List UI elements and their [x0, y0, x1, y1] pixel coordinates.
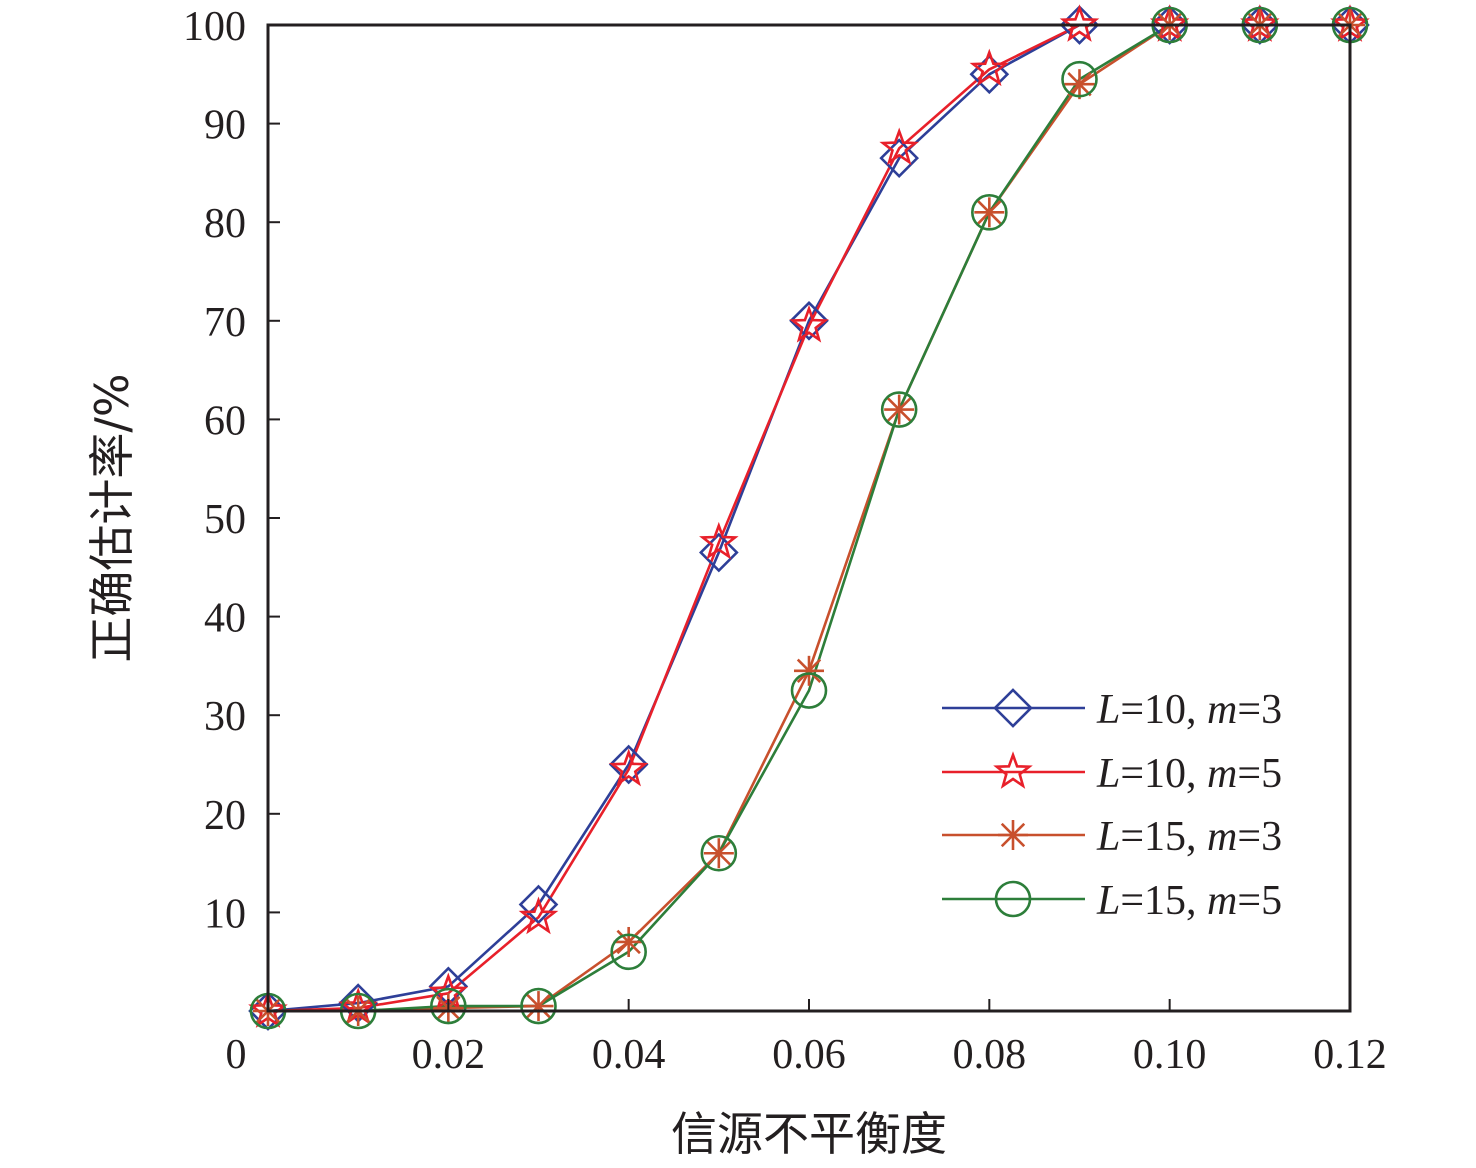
y-tick-label: 30: [204, 694, 246, 740]
y-tick-label: 40: [204, 596, 246, 642]
y-tick-label: 70: [204, 300, 246, 346]
series-line-2: [267, 23, 1350, 1013]
series-1-point: [608, 744, 649, 785]
legend: L=10, m=3 L=10, m=5 L=15, m=3 L=15, m=5: [942, 687, 1282, 924]
legend-label: L=15, m=3: [1096, 814, 1282, 860]
series-line-1: [267, 23, 1350, 1013]
series-2-point: [699, 521, 739, 560]
y-tick-label: 20: [204, 793, 246, 839]
legend-entry-3: L=15, m=3: [942, 814, 1282, 860]
legend-label: L=10, m=3: [1096, 687, 1282, 733]
series-4-point: [1061, 60, 1098, 98]
y-tick-label: 10: [204, 891, 246, 937]
legend-marker: [993, 751, 1033, 789]
series-3-point: [794, 655, 824, 686]
legend-label: L=15, m=5: [1096, 878, 1282, 924]
y-tick-label: 50: [204, 497, 246, 543]
series-2-point: [608, 748, 649, 787]
series-1-point: [789, 300, 829, 341]
series-2-point: [1059, 4, 1100, 42]
y-axis-title: 正确估计率/%: [85, 373, 139, 662]
x-tick-label: 0.08: [953, 1032, 1027, 1078]
legend-marker: [993, 688, 1033, 728]
series-markers: [248, 4, 1370, 1031]
x-axis-title: 信源不平衡度: [671, 1107, 947, 1161]
legend-entry-4: L=15, m=5: [942, 878, 1282, 924]
x-tick-label: 0.06: [772, 1032, 846, 1078]
series-4-point: [880, 391, 918, 428]
series-1-point: [698, 532, 739, 573]
series-3-point: [523, 991, 554, 1022]
series-4-point: [520, 987, 557, 1025]
y-tick-label: 100: [183, 4, 246, 50]
legend-entry-2: L=10, m=5: [942, 751, 1282, 797]
plot-frame: [266, 23, 1352, 1013]
x-tick-label: 0: [226, 1032, 247, 1078]
y-tick-label: 80: [204, 201, 246, 247]
x-tick-label: 0.04: [592, 1032, 666, 1078]
series-2-point: [518, 896, 559, 935]
series-3-point: [1064, 69, 1095, 100]
series-4-point: [700, 834, 738, 872]
legend-marker: [998, 820, 1028, 850]
series-4-point: [790, 672, 828, 709]
series-line-3: [268, 23, 1350, 1013]
x-tick-label: 0.12: [1313, 1032, 1387, 1078]
series-4-point: [430, 987, 467, 1025]
series-1-point: [879, 138, 920, 178]
series-line-4: [268, 23, 1350, 1013]
legend-label: L=10, m=5: [1096, 751, 1282, 797]
x-tick-label: 0.02: [412, 1032, 486, 1078]
legend-marker: [994, 880, 1032, 918]
legend-entry-1: L=10, m=3: [942, 687, 1282, 733]
series-2-point: [879, 127, 919, 166]
series-lines: [267, 23, 1350, 1013]
series-4-point: [971, 194, 1008, 231]
x-tick-label: 0.10: [1133, 1032, 1207, 1078]
series-3-point: [974, 197, 1005, 228]
series-3-point: [703, 838, 734, 869]
series-3-point: [613, 926, 644, 957]
series-2-point: [969, 48, 1010, 87]
y-tick-label: 90: [204, 103, 246, 149]
series-1-point: [518, 884, 559, 925]
y-tick-labels: 10 20 30 40 50 60 70 80 90 100: [183, 4, 246, 937]
y-tick-label: 60: [204, 398, 246, 444]
axis-ticks: [267, 24, 1351, 1011]
x-tick-labels: 0 0.02 0.04 0.06 0.08 0.10 0.12: [226, 1032, 1387, 1078]
series-2-point: [789, 304, 829, 343]
series-4-point: [610, 933, 647, 971]
series-3-point: [884, 394, 915, 425]
